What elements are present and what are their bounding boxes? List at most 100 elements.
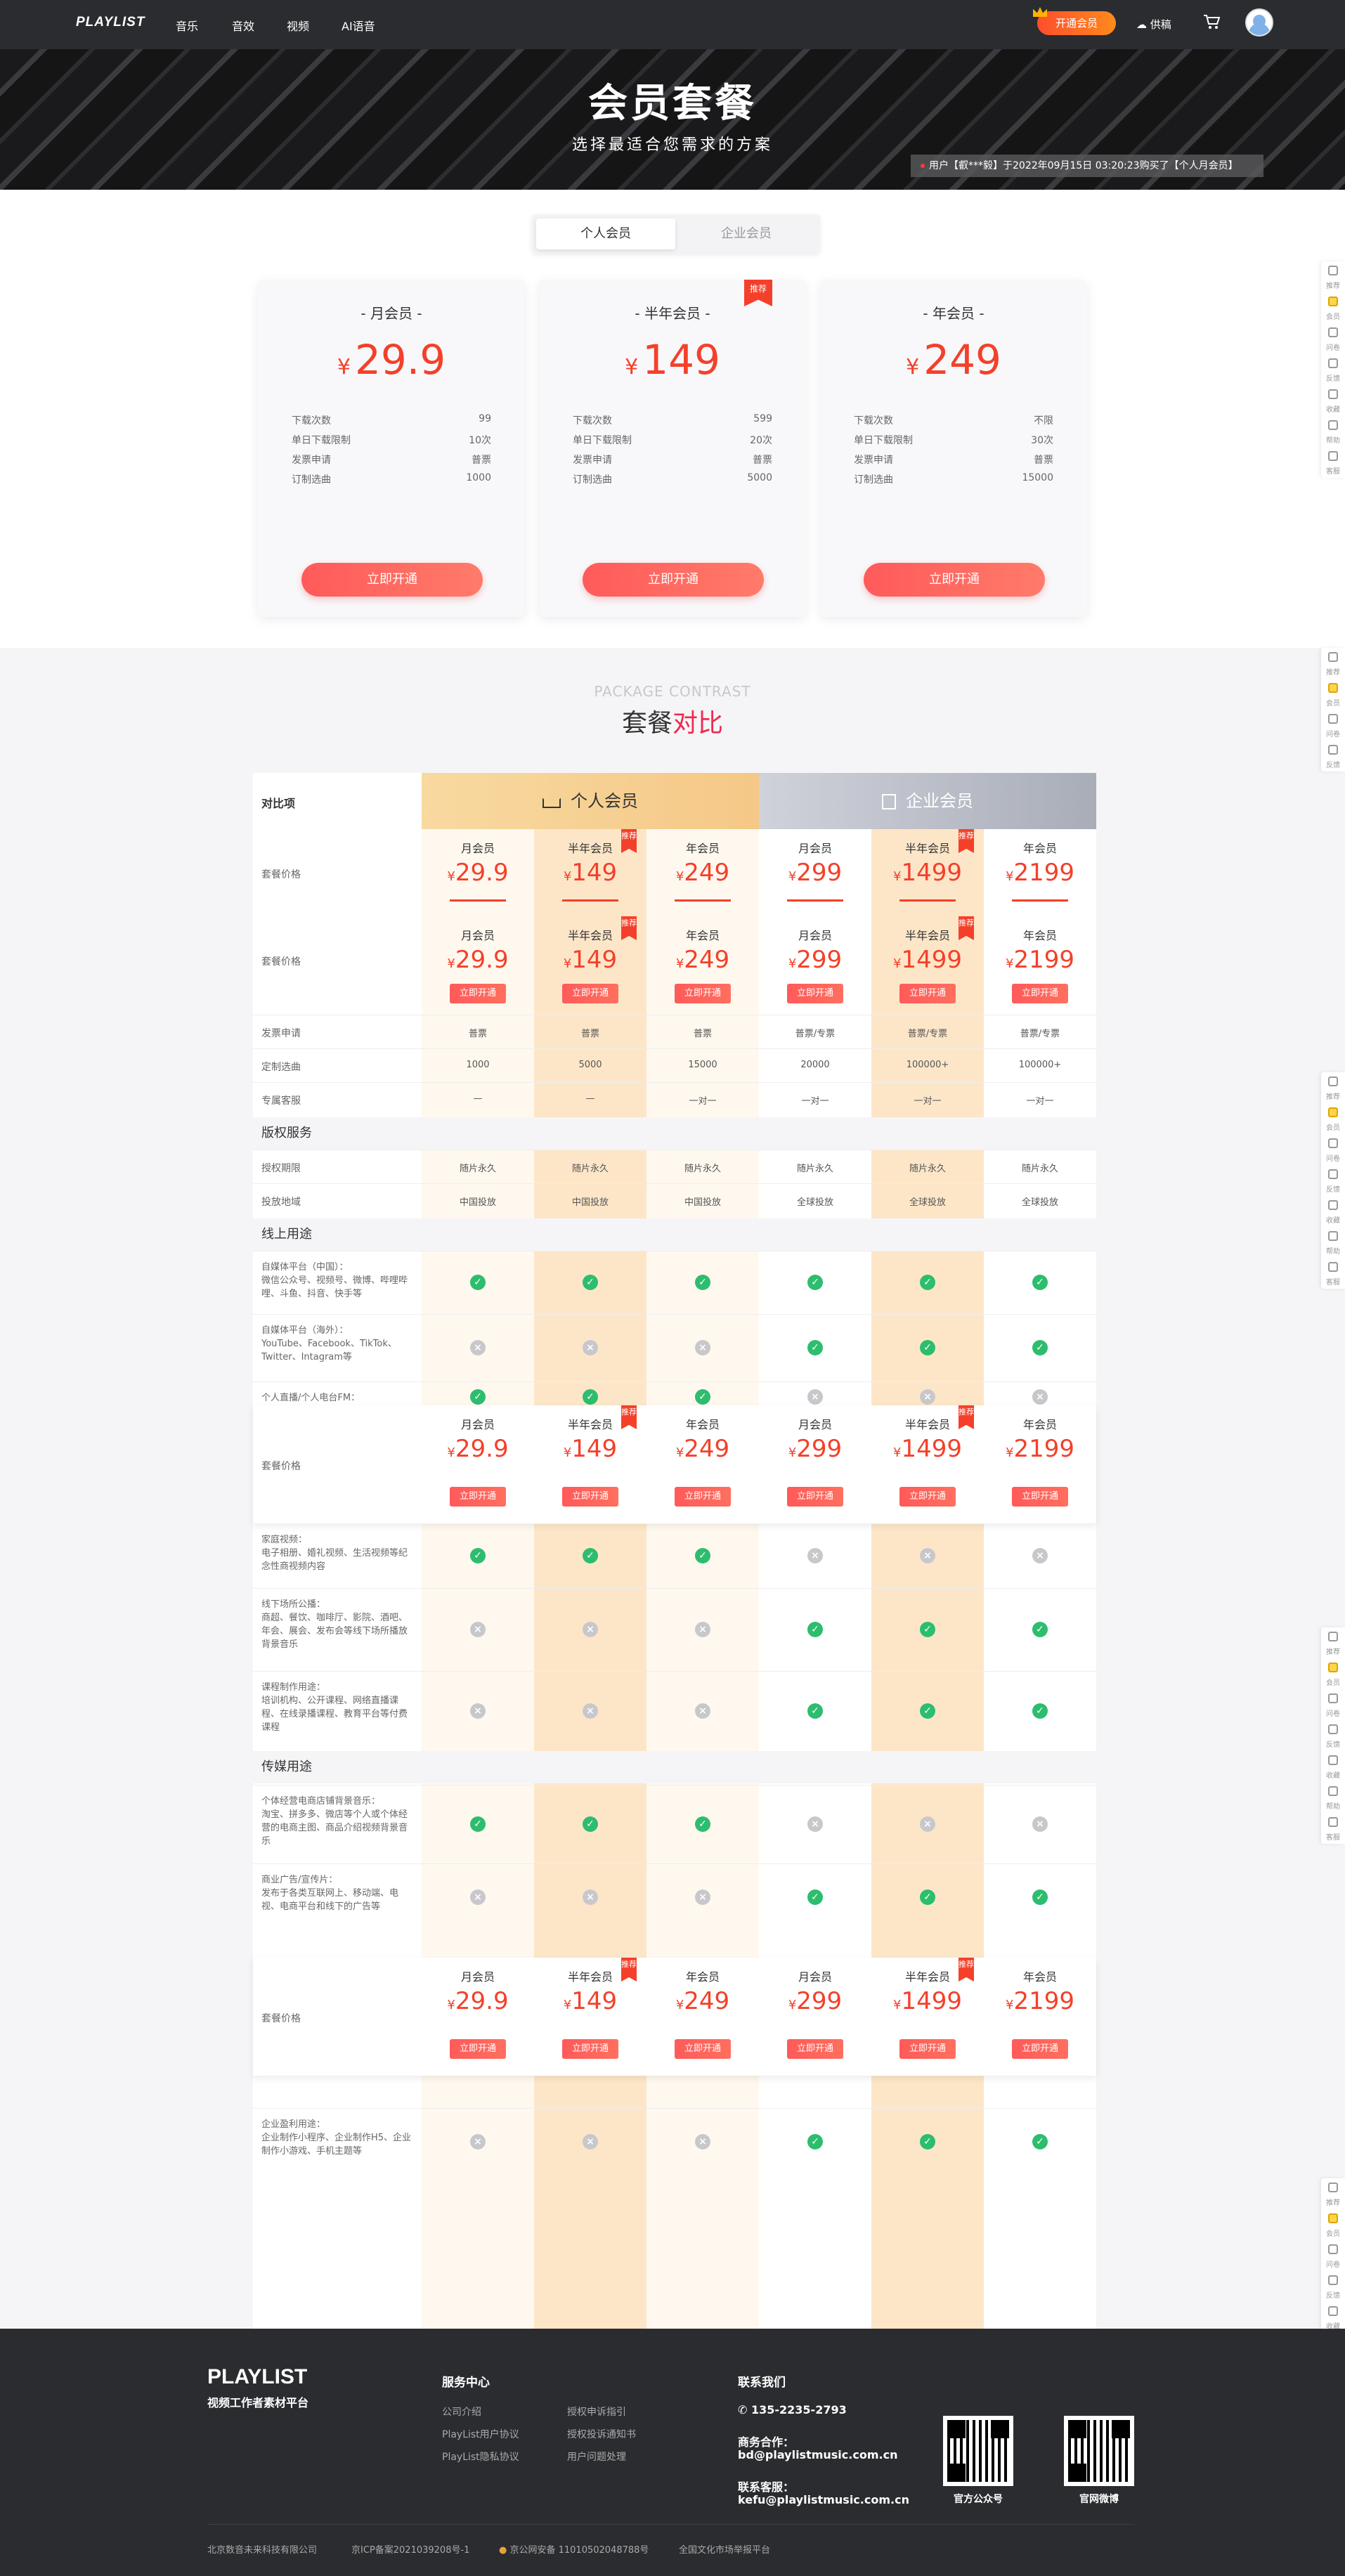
toolbar-icon — [1328, 2183, 1338, 2192]
member-type-tabs: 个人会员 企业会员 — [532, 214, 820, 254]
side-toolbar-item[interactable]: 收藏 — [1321, 1196, 1345, 1227]
row-label: 企业盈利用途： 企业制作小程序、企业制作H5、企业制作小游戏、手机主题等 — [261, 2119, 412, 2157]
side-toolbar-item[interactable]: 问卷 — [1321, 323, 1345, 354]
side-toolbar-item[interactable]: 推荐 — [1321, 1072, 1345, 1103]
table-cell: 一对一 — [801, 1096, 829, 1107]
side-toolbar-item[interactable]: 问卷 — [1321, 1134, 1345, 1165]
subscribe-button[interactable]: 立即开通 — [450, 2039, 506, 2059]
side-toolbar-item[interactable]: 反馈 — [1321, 741, 1345, 772]
footer-logo[interactable]: PLAYLIST — [207, 2365, 308, 2388]
footer-kf-email[interactable]: kefu@playlistmusic.com.cn — [738, 2493, 909, 2506]
plan-feature-row: 发票申请 普票 — [292, 455, 491, 466]
subscribe-button[interactable]: 立即开通 — [562, 2039, 618, 2059]
side-toolbar-item[interactable]: 帮助 — [1321, 1227, 1345, 1258]
footer-police[interactable]: ● 京公网安备 11010502048788号 — [499, 2545, 649, 2556]
side-toolbar-item[interactable]: 客服 — [1321, 1813, 1345, 1844]
side-toolbar-item[interactable]: 会员 — [1321, 292, 1345, 323]
subscribe-button[interactable]: 立即开通 — [787, 984, 843, 1003]
side-toolbar-item[interactable]: 帮助 — [1321, 416, 1345, 447]
side-toolbar-item[interactable]: 会员 — [1321, 679, 1345, 710]
side-toolbar-item[interactable]: 反馈 — [1321, 1165, 1345, 1196]
price-cell-plan: 半年会员 — [904, 1970, 950, 1984]
subscribe-button[interactable]: 立即开通 — [675, 1487, 731, 1507]
toolbar-icon — [1328, 745, 1338, 755]
price-cell: 半年会员 ¥1499 立即开通 推荐 — [871, 1958, 984, 2076]
table-cell: 中国投放 — [459, 1197, 496, 1208]
side-toolbar-item[interactable]: 问卷 — [1321, 1689, 1345, 1720]
check-icon: ✓ — [807, 1889, 823, 1905]
footer-link[interactable]: 公司介绍 — [442, 2407, 481, 2418]
subscribe-button[interactable]: 立即开通 — [1012, 984, 1068, 1003]
site-logo[interactable]: PLAYLIST — [76, 15, 145, 30]
column-bg — [534, 829, 646, 2329]
side-toolbar-item[interactable]: 问卷 — [1321, 2240, 1345, 2271]
subscribe-button[interactable]: 立即开通 — [787, 2039, 843, 2059]
subscribe-button[interactable]: 立即开通 — [675, 984, 731, 1003]
subscribe-button[interactable]: 立即开通 — [864, 563, 1045, 597]
open-vip-button[interactable]: 开通会员 — [1033, 7, 1116, 35]
subscribe-button[interactable]: 立即开通 — [787, 1487, 843, 1507]
subscribe-button[interactable]: 立即开通 — [562, 984, 618, 1003]
footer-link[interactable]: 授权申诉指引 — [567, 2407, 626, 2418]
footer-link[interactable]: 授权投诉通知书 — [567, 2429, 636, 2440]
side-toolbar-item[interactable]: 推荐 — [1321, 648, 1345, 679]
tab-enterprise[interactable]: 企业会员 — [721, 226, 772, 241]
nav-sound-effects[interactable]: 音效 — [232, 20, 255, 33]
subscribe-button[interactable]: 立即开通 — [899, 984, 956, 1003]
cart-icon[interactable] — [1203, 14, 1220, 30]
subscribe-button[interactable]: 立即开通 — [301, 563, 483, 597]
side-toolbar-item[interactable]: 收藏 — [1321, 1751, 1345, 1782]
table-cell: 1000 — [466, 1060, 490, 1070]
nav-music[interactable]: 音乐 — [176, 20, 199, 33]
toolbar-icon — [1328, 1817, 1338, 1827]
side-toolbar-item[interactable]: 推荐 — [1321, 1627, 1345, 1658]
footer-contact-title: 联系我们 — [738, 2376, 786, 2390]
subscribe-button[interactable]: 立即开通 — [899, 1487, 956, 1507]
side-toolbar-item[interactable]: 会员 — [1321, 1658, 1345, 1689]
side-toolbar-item[interactable]: 客服 — [1321, 447, 1345, 478]
side-toolbar-item[interactable]: 反馈 — [1321, 2271, 1345, 2302]
footer-link[interactable]: PlayList隐私协议 — [442, 2452, 519, 2463]
side-toolbar-item[interactable]: 客服 — [1321, 1258, 1345, 1289]
subscribe-button[interactable]: 立即开通 — [583, 563, 764, 597]
footer: PLAYLIST 视频工作者素材平台 服务中心 公司介绍 授权申诉指引 Play… — [0, 2329, 1345, 2576]
subscribe-button[interactable]: 立即开通 — [450, 1487, 506, 1507]
footer-report[interactable]: 全国文化市场举报平台 — [679, 2545, 771, 2556]
footer-link[interactable]: PlayList用户协议 — [442, 2429, 519, 2440]
side-toolbar-item[interactable]: 收藏 — [1321, 385, 1345, 416]
nav-ai-voice[interactable]: AI语音 — [342, 20, 375, 33]
toolbar-label: 收藏 — [1326, 406, 1340, 414]
side-toolbar-item[interactable]: 反馈 — [1321, 354, 1345, 385]
footer-link[interactable]: 用户问题处理 — [567, 2452, 626, 2463]
subscribe-button[interactable]: 立即开通 — [899, 2039, 956, 2059]
side-toolbar-item[interactable]: 反馈 — [1321, 1720, 1345, 1751]
side-toolbar-item[interactable]: 帮助 — [1321, 1782, 1345, 1813]
toolbar-label: 推荐 — [1326, 2199, 1340, 2207]
side-toolbar-item[interactable]: 收藏 — [1321, 2302, 1345, 2333]
tab-personal[interactable]: 个人会员 — [536, 219, 675, 249]
footer-icp[interactable]: 京ICP备案2021039208号-1 — [351, 2545, 470, 2556]
subscribe-button[interactable]: 立即开通 — [450, 984, 506, 1003]
row-divider — [253, 1523, 1096, 1524]
check-icon: ✓ — [807, 1622, 823, 1637]
price-cell-amount: ¥1499 — [893, 1987, 962, 2015]
subscribe-button[interactable]: 立即开通 — [675, 2039, 731, 2059]
upload-link[interactable]: ☁ 供稿 — [1136, 18, 1171, 31]
footer-biz-email[interactable]: bd@playlistmusic.com.cn — [738, 2448, 898, 2461]
nav-video[interactable]: 视频 — [287, 20, 310, 33]
side-toolbar-item[interactable]: 会员 — [1321, 2209, 1345, 2240]
police-badge-icon: ● — [499, 2545, 510, 2556]
user-avatar[interactable] — [1245, 8, 1273, 37]
toolbar-label: 问卷 — [1326, 731, 1340, 739]
side-toolbar-item[interactable]: 会员 — [1321, 1103, 1345, 1134]
side-toolbar-item[interactable]: 推荐 — [1321, 261, 1345, 292]
toolbar-label: 客服 — [1326, 1834, 1340, 1842]
subscribe-button[interactable]: 立即开通 — [1012, 1487, 1068, 1507]
toolbar-label: 会员 — [1326, 1124, 1340, 1132]
subscribe-button[interactable]: 立即开通 — [562, 1487, 618, 1507]
plan-card-halfyear: 推荐 - 半年会员 - ¥149 下载次数 599 单日下载限制 20次 发票申请普… — [539, 280, 806, 617]
side-toolbar-item[interactable]: 推荐 — [1321, 2178, 1345, 2209]
side-toolbar-item[interactable]: 问卷 — [1321, 710, 1345, 741]
subscribe-button[interactable]: 立即开通 — [1012, 2039, 1068, 2059]
toolbar-label: 帮助 — [1326, 1803, 1340, 1811]
